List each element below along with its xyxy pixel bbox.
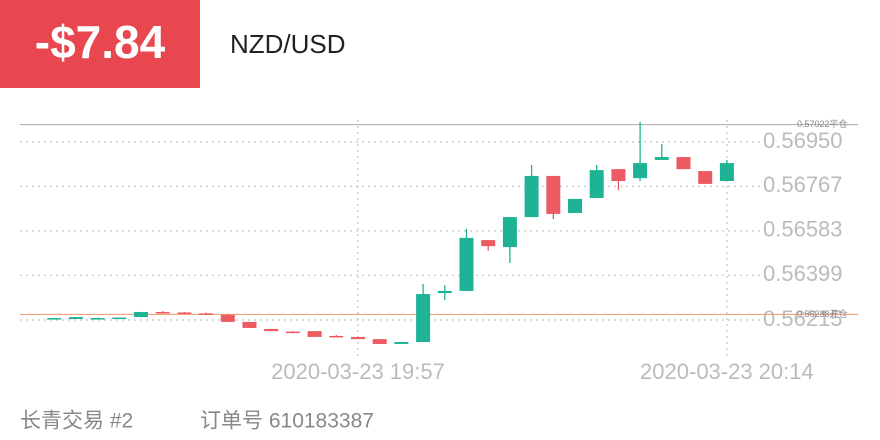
candle-body [285, 331, 300, 334]
candle-body [719, 163, 734, 182]
candle-body [568, 198, 582, 213]
candle-body [47, 318, 62, 320]
pnl: -$7.84 [35, 16, 166, 68]
y-tick-label: 0.56583 [763, 217, 843, 242]
candle-body [155, 311, 170, 314]
account: 长青交易 #2 [20, 410, 133, 433]
y-tick-label: 0.56767 [763, 172, 843, 197]
candle-body [654, 157, 669, 160]
candle-body [112, 317, 127, 320]
order: 订单号 610183387 [200, 410, 374, 433]
candle-body [633, 163, 648, 179]
candle-body [437, 290, 452, 294]
candle-body [546, 175, 561, 214]
symbol: NZD/USD [230, 29, 346, 59]
candle-body [502, 217, 517, 248]
candle-body [134, 311, 148, 318]
candle-body [199, 313, 214, 315]
y-tick-label: 0.56215 [763, 306, 843, 331]
candle-body [416, 294, 431, 343]
candle-body [68, 317, 83, 320]
candle-body [372, 339, 387, 344]
candle-body [698, 171, 713, 184]
candle-body [676, 157, 691, 170]
candle-body [394, 342, 409, 344]
candle-body [524, 175, 539, 218]
x-tick-label: 2020-03-23 20:14 [640, 359, 814, 384]
reference-label: 0.56238开仓 [797, 308, 848, 319]
candle-body [177, 312, 192, 314]
x-tick-label: 2020-03-23 19:57 [271, 359, 445, 384]
candle-body [611, 169, 626, 182]
y-tick-label: 0.56399 [763, 261, 843, 286]
candle-body [307, 331, 322, 337]
candle-body [589, 170, 604, 198]
pnl-badge [0, 0, 200, 88]
candle-body [264, 328, 279, 332]
y-tick-label: 0.56950 [763, 128, 843, 153]
candle-body [220, 314, 235, 322]
candle-body [242, 321, 257, 328]
candle-body [481, 240, 496, 247]
candle-body [90, 318, 105, 320]
candle-body [351, 336, 365, 340]
candle-body [329, 335, 344, 338]
reference-label: 0.57022平仓 [797, 118, 848, 129]
candle-body [459, 237, 474, 291]
